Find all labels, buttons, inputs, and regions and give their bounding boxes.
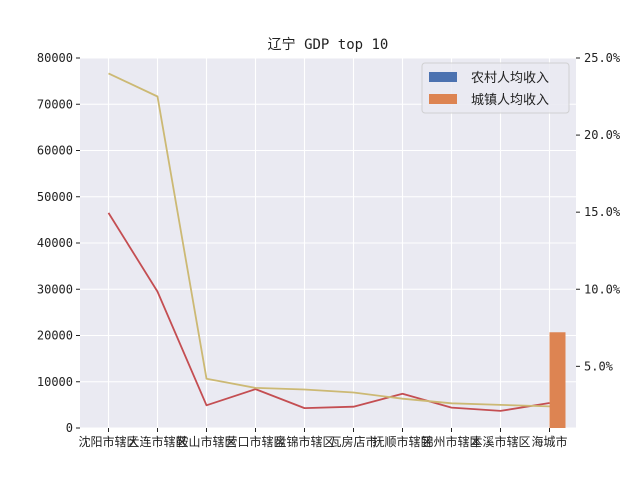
x-tick-label: 沈阳市辖区 xyxy=(78,434,138,449)
x-tick-label: 本溪市辖区 xyxy=(470,434,530,449)
x-tick-label: 大连市辖区 xyxy=(127,434,187,449)
legend: 农村人均收入 城镇人均收入 xyxy=(421,62,570,114)
x-tick-label: 抚顺市辖区 xyxy=(372,434,432,449)
right-tick-label: 5.0% xyxy=(584,359,614,373)
x-tick-label: 瓦房店市 xyxy=(329,434,377,449)
right-tick-label: 25.0% xyxy=(584,51,621,65)
left-tick-label: 30000 xyxy=(37,282,73,296)
left-tick-label: 50000 xyxy=(37,190,73,204)
legend-swatch-urban xyxy=(429,94,457,104)
right-tick-label: 10.0% xyxy=(584,282,621,296)
legend-box xyxy=(421,62,570,114)
right-tick-label: 20.0% xyxy=(584,128,621,142)
legend-label-rural: 农村人均收入 xyxy=(471,71,549,86)
left-tick-label: 60000 xyxy=(37,144,73,158)
left-axis: 0 10000 20000 30000 40000 50000 60000 70000 8000… xyxy=(37,51,80,435)
left-tick-label: 0 xyxy=(66,421,73,435)
x-tick-label: 锦州市辖区 xyxy=(421,434,481,449)
left-tick-label: 80000 xyxy=(37,51,73,65)
bar xyxy=(549,332,566,428)
x-tick-label: 鞍山市辖区 xyxy=(176,434,236,449)
right-axis: 5.0% 10.0% 15.0% 20.0% 25.0% xyxy=(576,51,621,373)
x-tick-label: 营口市辖区 xyxy=(225,434,285,449)
left-tick-label: 10000 xyxy=(37,375,73,389)
legend-label-urban: 城镇人均收入 xyxy=(471,93,549,108)
left-tick-label: 20000 xyxy=(37,329,73,343)
left-tick-label: 70000 xyxy=(37,97,73,111)
x-tick-label: 盘锦市辖区 xyxy=(274,434,334,449)
x-tick-label: 海城市 xyxy=(531,434,567,449)
chart-title: 辽宁 GDP top 10 xyxy=(268,36,389,53)
x-axis: 沈阳市辖区大连市辖区鞍山市辖区营口市辖区盘锦市辖区瓦房店市抚顺市辖区锦州市辖区本… xyxy=(78,428,568,449)
line-series-right xyxy=(108,72,550,408)
legend-swatch-rural xyxy=(429,72,457,82)
bars xyxy=(549,332,566,428)
lines xyxy=(107,72,550,412)
line-series-left xyxy=(107,212,550,412)
left-tick-label: 40000 xyxy=(37,236,73,250)
right-tick-label: 15.0% xyxy=(584,205,621,219)
grid xyxy=(80,57,576,429)
